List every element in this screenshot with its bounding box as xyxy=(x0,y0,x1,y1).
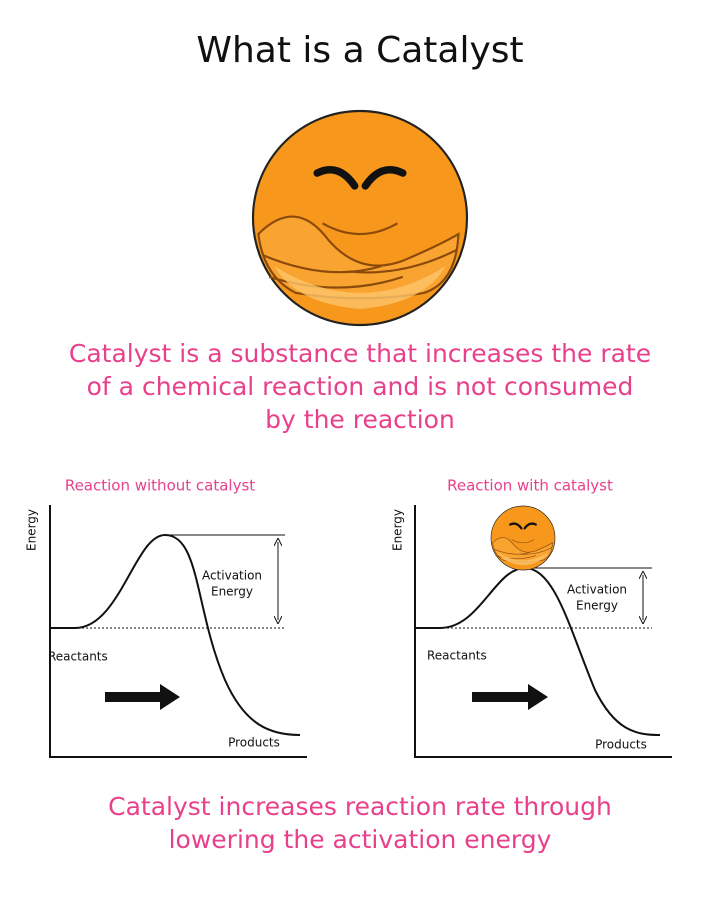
diagram-title: Reaction with catalyst xyxy=(447,477,613,495)
energy-curve xyxy=(50,533,301,736)
products-label: Products xyxy=(228,736,280,750)
activation-label: Energy xyxy=(211,585,253,599)
activation-label: Activation xyxy=(567,583,627,597)
catalyst-face xyxy=(253,111,467,325)
activation-label: Activation xyxy=(202,569,262,583)
catalyst-face-small xyxy=(489,504,557,572)
activation-label: Energy xyxy=(576,599,618,613)
axes xyxy=(49,505,307,758)
diagram-with-catalyst: Reaction with catalyst Energy Activation… xyxy=(391,477,672,758)
direction-arrow xyxy=(105,684,180,710)
axis-label: Energy xyxy=(25,509,39,551)
reactants-label: Reactants xyxy=(427,649,487,663)
title: What is a Catalyst xyxy=(196,30,523,71)
definition-line: by the reaction xyxy=(265,405,455,434)
direction-arrow xyxy=(472,684,548,710)
conclusion-line: lowering the activation energy xyxy=(169,825,552,854)
reactants-label: Reactants xyxy=(48,650,108,664)
definition-line: of a chemical reaction and is not consum… xyxy=(87,372,634,401)
axis-label: Energy xyxy=(391,509,405,551)
definition-line: Catalyst is a substance that increases t… xyxy=(69,339,651,368)
products-label: Products xyxy=(595,738,647,752)
conclusion-line: Catalyst increases reaction rate through xyxy=(108,792,612,821)
energy-curve xyxy=(415,566,661,736)
diagram-without-catalyst: Reaction without catalyst Energy Activat… xyxy=(25,477,307,758)
diagram-title: Reaction without catalyst xyxy=(65,477,255,495)
axes xyxy=(414,505,672,758)
